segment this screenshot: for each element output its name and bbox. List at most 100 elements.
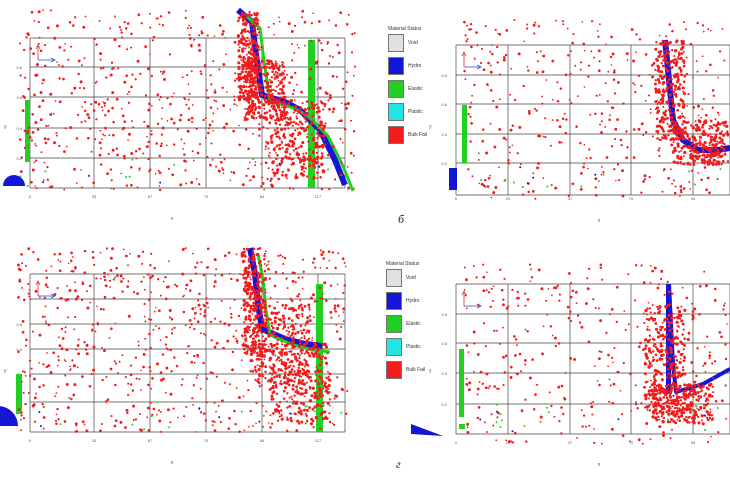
particle: [220, 299, 223, 303]
particle: [708, 357, 711, 360]
particle: [490, 413, 493, 416]
particle: [627, 273, 630, 276]
particle: [495, 105, 499, 109]
particle: [528, 263, 532, 266]
particle: [262, 425, 265, 428]
particle: [303, 352, 306, 355]
particle: [202, 118, 205, 122]
particle: [717, 121, 720, 124]
particle: [331, 144, 335, 148]
particle: [243, 327, 247, 331]
particle: [598, 383, 601, 387]
y-axis-label: y: [429, 124, 432, 130]
particle: [169, 102, 172, 106]
particle: [596, 30, 599, 32]
particle: [638, 38, 642, 41]
particle: [127, 382, 130, 385]
particle: [554, 336, 557, 340]
particle: [150, 291, 152, 294]
particle: [687, 92, 690, 96]
particle: [290, 359, 294, 364]
particle: [95, 43, 99, 46]
particle: [676, 315, 679, 319]
particle: [211, 120, 214, 123]
particle: [554, 186, 558, 190]
particle: [658, 391, 662, 395]
particle: [140, 369, 142, 372]
particle: [130, 166, 133, 169]
particle: [242, 47, 245, 50]
particle: [498, 98, 501, 101]
particle: [320, 370, 323, 373]
particle: [81, 375, 84, 378]
particle: [318, 355, 322, 359]
particle: [307, 303, 311, 307]
particle: [268, 66, 272, 70]
particle: [703, 361, 707, 365]
particle: [188, 319, 192, 322]
particle: [123, 120, 127, 124]
particle: [710, 135, 714, 139]
y-tick-label: 0.8: [16, 65, 22, 70]
particle: [328, 404, 331, 407]
particle: [52, 351, 56, 355]
particle: [191, 120, 194, 123]
particle: [712, 94, 715, 97]
particle: [673, 146, 677, 150]
particle: [278, 16, 280, 19]
particle: [291, 383, 295, 387]
particle: [654, 353, 658, 357]
particle: [654, 416, 658, 420]
particle: [290, 121, 293, 124]
particle: [144, 288, 146, 291]
particle: [295, 117, 299, 120]
particle: [668, 98, 671, 101]
particle: [466, 38, 469, 40]
particle: [564, 131, 568, 135]
particle: [302, 158, 306, 163]
particle: [719, 131, 723, 136]
particle: [147, 108, 151, 112]
particle: [683, 62, 686, 65]
particle: [272, 366, 275, 368]
particle: [320, 121, 324, 124]
particle: [352, 130, 356, 133]
particle: [141, 262, 144, 265]
particle: [273, 64, 277, 68]
particle: [254, 368, 257, 372]
particle: [661, 333, 665, 337]
particle: [259, 347, 263, 351]
particle: [56, 61, 58, 63]
particle: [238, 40, 242, 44]
particle: [213, 345, 217, 349]
particle: [159, 144, 163, 148]
particle: [259, 288, 263, 293]
particle: [258, 83, 262, 87]
particle: [726, 133, 730, 137]
particle: [616, 370, 619, 373]
particle: [242, 38, 245, 41]
particle: [580, 172, 583, 175]
particle: [697, 408, 701, 412]
particle: [278, 64, 281, 67]
particle: [137, 254, 141, 258]
particle: [671, 332, 674, 335]
particle: [693, 390, 697, 394]
particle: [33, 396, 37, 400]
x-axis-label: x: [598, 218, 601, 224]
particle: [713, 139, 716, 143]
particle: [269, 426, 272, 429]
particle: [310, 39, 313, 42]
particle: [667, 290, 671, 294]
particle: [275, 374, 279, 378]
particle: [691, 370, 695, 373]
particle: [264, 370, 267, 374]
particle: [131, 73, 134, 76]
particle: [260, 115, 263, 118]
particle: [467, 168, 470, 171]
particle: [253, 296, 256, 300]
particle: [588, 424, 591, 427]
particle: [609, 114, 611, 117]
debris-particle: [240, 410, 243, 413]
particle: [293, 24, 297, 28]
